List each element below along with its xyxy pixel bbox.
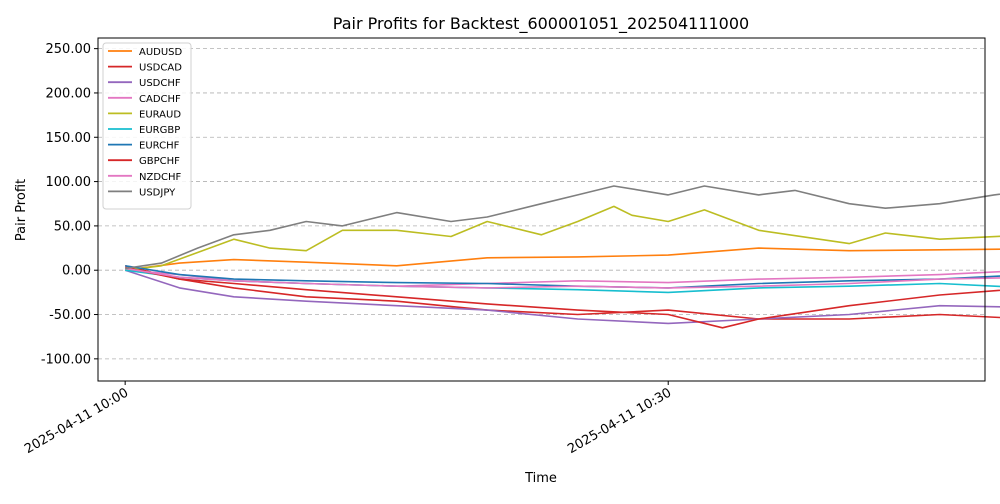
chart-title: Pair Profits for Backtest_600001051_2025… — [333, 14, 749, 34]
series-line-usdchf — [124, 269, 1000, 325]
y-tick-label: 200.00 — [46, 86, 92, 101]
series-lines — [124, 185, 1000, 329]
series-line-gbpchf — [125, 266, 1000, 329]
x-tick-label: 2025-04-11 10:00 — [22, 385, 131, 457]
legend-label: GBPCHF — [139, 156, 180, 167]
legend-label: USDCAD — [139, 63, 182, 74]
series-line-eurgbp — [125, 269, 1000, 294]
plot-frame — [97, 37, 986, 382]
y-tick-label: 50.00 — [54, 219, 91, 234]
gridlines — [98, 48, 985, 360]
legend-label: EURGBP — [139, 125, 180, 136]
legend-label: EURCHF — [139, 141, 180, 152]
legend-label: CADCHF — [139, 94, 181, 105]
y-tick-label: -100.00 — [41, 352, 91, 367]
series-line-euraud — [125, 205, 1000, 271]
legend-label: EURAUD — [139, 109, 181, 120]
series-line-nzdchf — [125, 267, 1000, 289]
y-tick-label: 0.00 — [62, 264, 91, 279]
y-axis: -100.00 -50.00 0.00 50.00 100.00 150.00 200.00… — [41, 42, 98, 367]
legend-label: USDCHF — [139, 78, 181, 89]
series-line-cadchf — [125, 269, 1000, 288]
y-axis-label: Pair Profit — [14, 179, 29, 241]
series-line-usdjpy — [125, 185, 1000, 270]
legend-frame — [102, 42, 192, 210]
y-tick-label: -50.00 — [49, 308, 91, 323]
legend: AUDUSD USDCAD USDCHF CADCHF EURAUD EURGBP EURC… — [102, 42, 192, 210]
legend-label: USDJPY — [139, 187, 176, 198]
legend-label: AUDUSD — [139, 47, 183, 58]
y-tick-label: 150.00 — [46, 131, 92, 146]
y-tick-label: 100.00 — [46, 175, 92, 190]
x-axis-label: Time — [524, 471, 557, 486]
y-tick-label: 250.00 — [46, 42, 92, 57]
x-tick-label: 2025-04-11 10:30 — [565, 385, 674, 457]
legend-label: NZDCHF — [139, 172, 182, 183]
series-line-usdcad — [125, 265, 1000, 320]
series-line-audusd — [125, 247, 1000, 271]
